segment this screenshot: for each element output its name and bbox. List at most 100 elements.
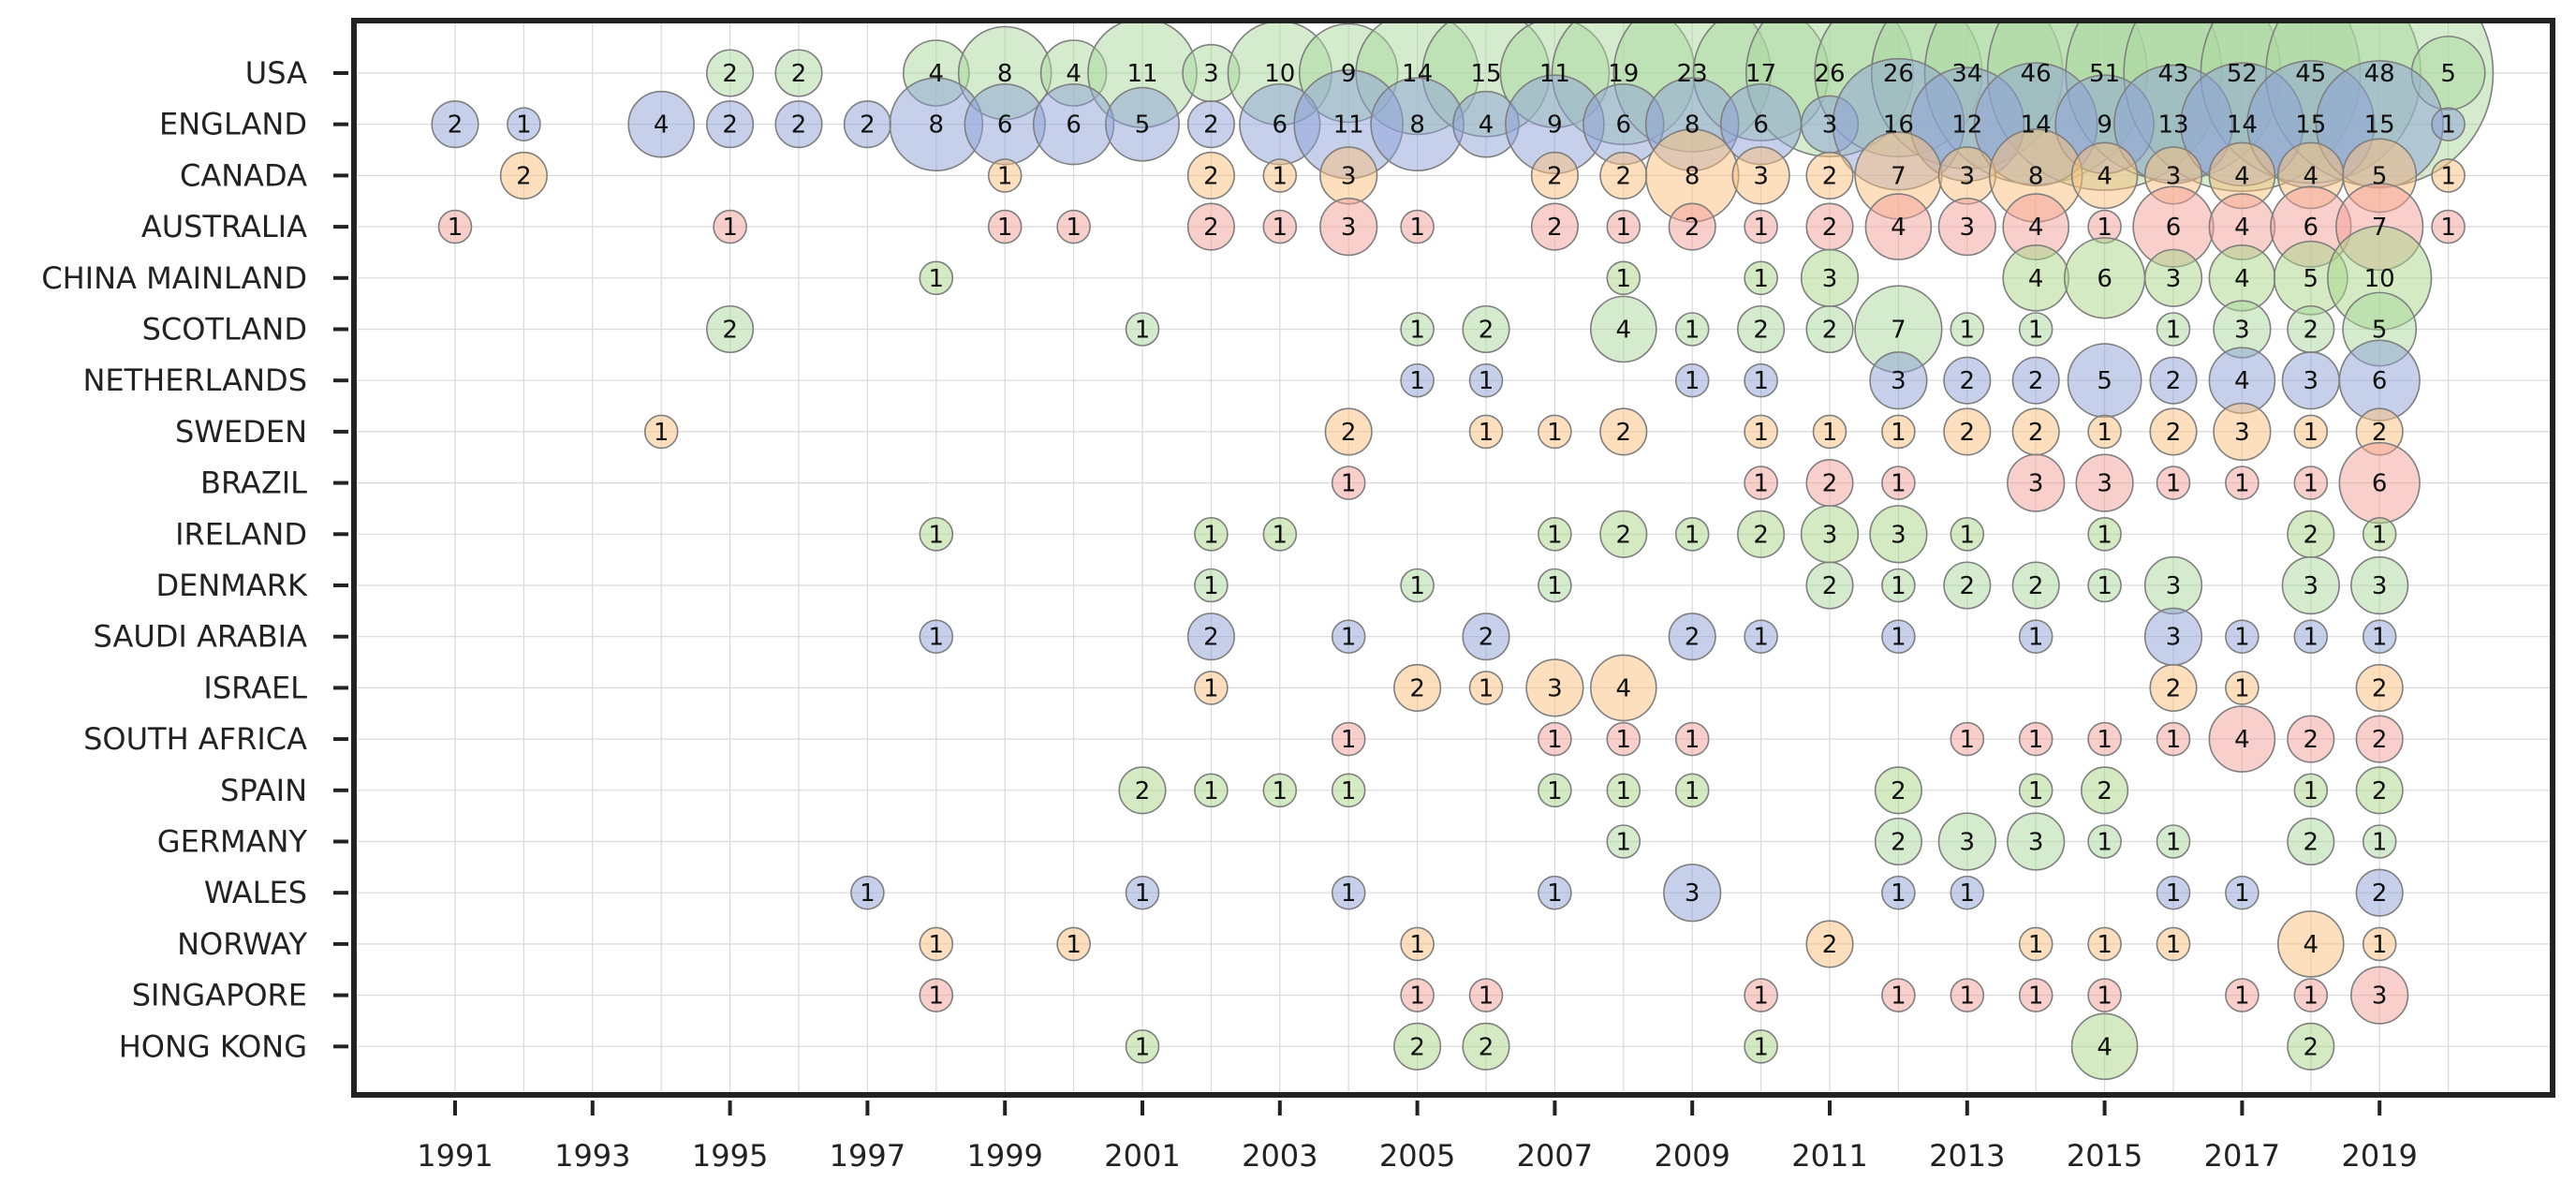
bubble-value-label: 1 [2097,983,2112,1011]
bubble [1950,978,1985,1012]
bubble [1324,407,1373,456]
bubble-value-label: 4 [1479,111,1494,140]
bubble [2293,773,2329,808]
bubble-value-label: 2 [2304,521,2319,549]
y-tick-label: NETHERLANDS [82,362,307,398]
bubble [1950,875,1985,910]
y-tick-label: SOUTH AFRICA [83,721,307,757]
bubble [2156,824,2191,859]
bubble-value-label: 10 [2364,265,2395,293]
bubble [1812,414,1847,450]
x-tick-label: 2001 [1104,1138,1180,1174]
y-tick-label: SCOTLAND [142,312,307,347]
bubble [1538,773,1572,808]
bubble [1744,1029,1778,1064]
bubble-value-label: 1 [1409,983,1425,1011]
bubble-value-label: 2 [1753,521,1769,549]
bubble [1319,197,1378,257]
bubble-value-label: 4 [2234,367,2250,395]
bubble-value-label: 1 [1135,1033,1151,1061]
x-tick-label: 2011 [1791,1138,1867,1174]
bubble-value-label: 16 [1883,111,1914,140]
x-tick-label: 2005 [1379,1138,1455,1174]
bubble-value-label: 3 [1685,879,1700,908]
bubble [1262,773,1298,808]
bubble [1663,864,1722,923]
bubble-value-label: 2 [2028,367,2044,395]
bubble-value-label: 1 [1547,572,1563,600]
bubble-value-label: 2 [1822,317,1838,345]
bubble-value-label: 1 [2028,726,2044,754]
bubble-value-label: 5 [2304,265,2319,293]
bubble [1737,304,1786,354]
bubble-value-label: 3 [1753,162,1769,190]
bubble-value-label: 1 [2166,470,2182,498]
bubble-value-label: 1 [1960,879,1976,908]
bubble-value-label: 1 [2372,829,2388,857]
bubble-value-label: 1 [1960,521,1976,549]
bubble [1262,209,1298,244]
bubble [1674,721,1710,757]
bubble-value-label: 1 [929,931,945,959]
bubble [1462,613,1510,661]
bubble-value-label: 2 [2304,1033,2319,1061]
bubble [1186,100,1235,149]
bubble [2143,248,2203,307]
bubble [1881,414,1916,450]
y-tick-label: IRELAND [175,516,307,552]
bubble [1194,516,1229,552]
bubble [1125,1029,1160,1064]
bubble-value-label: 3 [2097,470,2112,498]
bubble-value-label: 2 [1547,162,1563,190]
bubble-value-label: 1 [1135,879,1151,908]
bubble [1194,671,1229,705]
bubble [2350,966,2409,1025]
bubble [627,90,696,158]
bubble [2225,465,2260,500]
bubble-value-label: 4 [2304,931,2319,959]
bubble-value-label: 1 [2028,317,2044,345]
bubble [1393,1022,1442,1071]
bubble-value-label: 2 [722,60,738,88]
bubble [1881,568,1916,603]
bubble [919,516,954,552]
bubble [2075,453,2134,512]
bubble [1744,260,1778,296]
y-tick-label: ENGLAND [159,107,307,142]
bubble-value-label: 3 [2304,572,2319,600]
bubble-value-label: 6 [2372,470,2388,498]
bubble [706,304,755,354]
bubble-value-label: 3 [1822,111,1838,140]
bubble-value-label: 4 [929,60,945,88]
bubble-value-label: 1 [2440,214,2456,242]
bubble-value-label: 2 [2028,572,2044,600]
bubble [1943,561,1992,610]
bubble [2208,705,2276,773]
bubble-value-label: 2 [1822,162,1838,190]
bubble-value-label: 13 [2157,111,2188,140]
bubble-value-label: 43 [2157,60,2188,88]
bubble-value-label: 1 [2097,726,2112,754]
bubble [1950,516,1985,552]
bubble-value-label: 1 [1891,572,1906,600]
y-tick-label: SINGAPORE [132,978,307,1013]
bubble-value-label: 15 [1470,60,1501,88]
y-tick-label: ISRAEL [203,670,307,705]
bubble [2011,561,2060,610]
bubble [2277,910,2345,978]
bubble-value-label: 3 [1960,214,1976,242]
bubble [2281,555,2340,615]
bubble [1744,619,1778,655]
bubble [1606,209,1641,244]
bubble-value-label: 3 [1341,162,1357,190]
bubble-value-label: 23 [1677,60,1708,88]
bubble [919,926,954,962]
bubble [2362,926,2397,962]
bubble-value-label: 1 [1616,777,1632,805]
bubble-value-label: 2 [1891,777,1906,805]
bubble [1125,875,1160,910]
bubble [1056,209,1091,244]
bubble-value-label: 1 [1685,521,1700,549]
bubble-value-label: 2 [2097,777,2112,805]
bubble-value-label: 1 [2372,624,2388,652]
